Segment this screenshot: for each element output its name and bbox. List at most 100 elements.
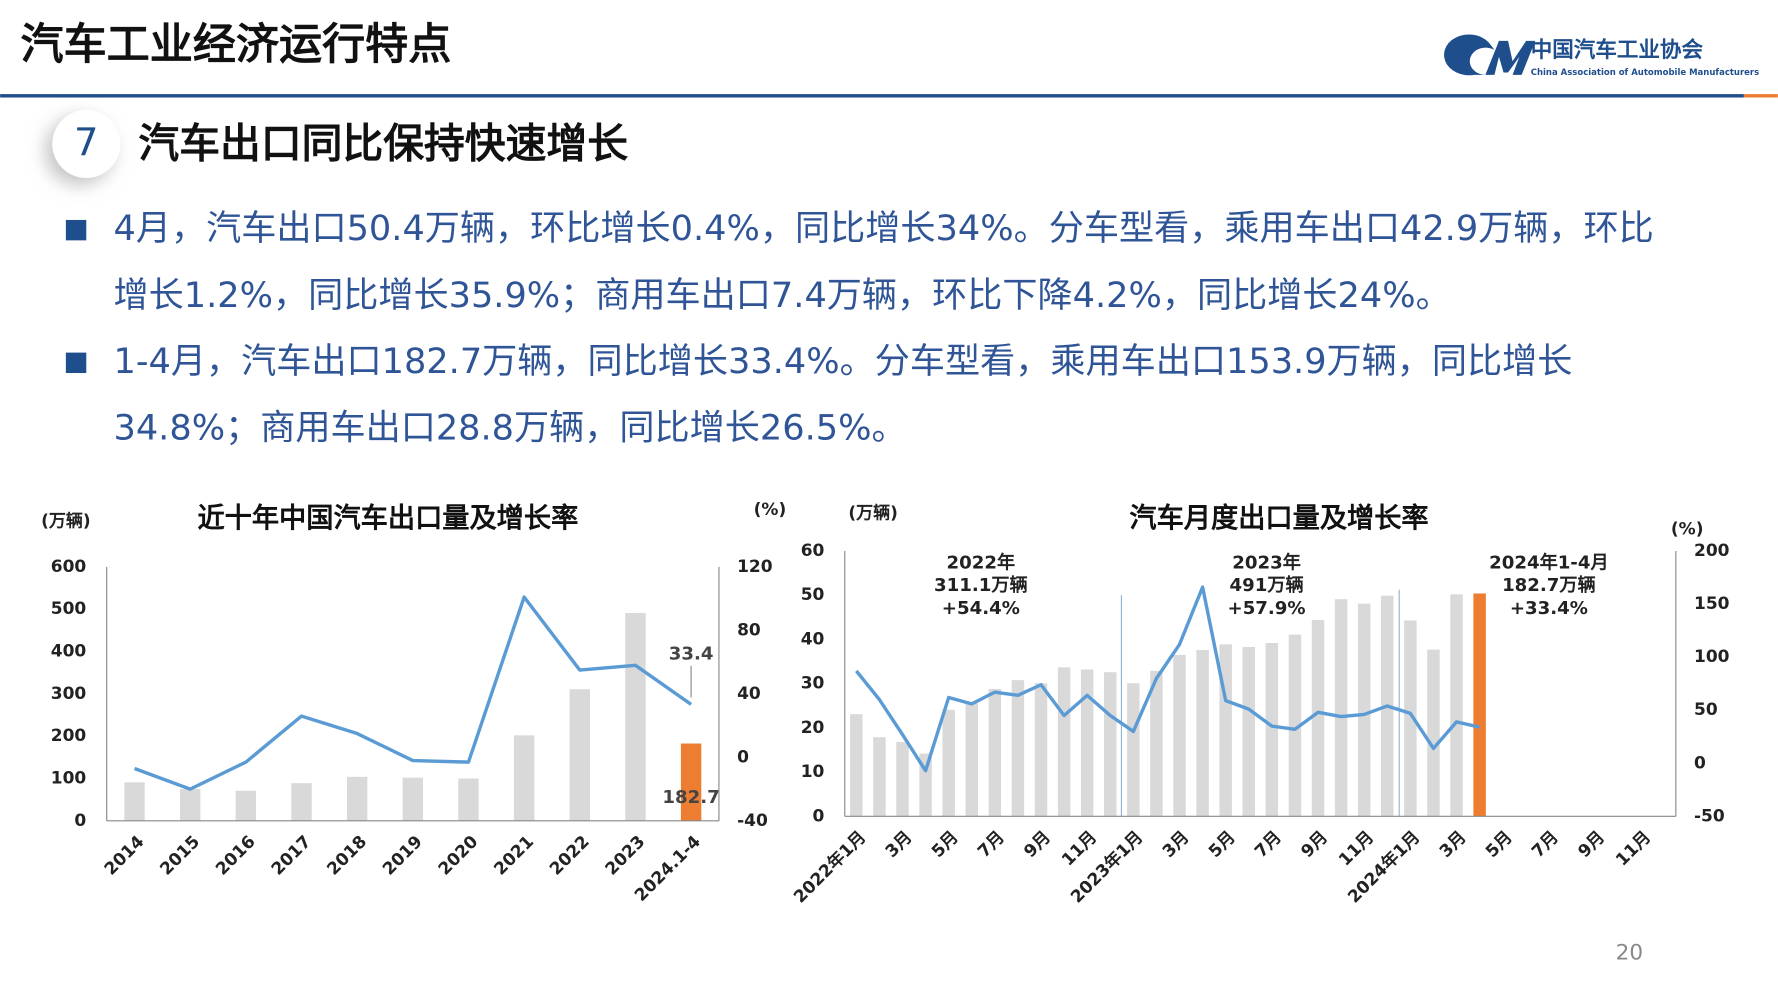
y2-tick-label: 0 — [1694, 753, 1706, 773]
x-tick-label: 3月 — [1436, 827, 1471, 862]
bar — [458, 778, 479, 821]
y2-tick-label: 100 — [1694, 647, 1730, 667]
bar — [1080, 669, 1094, 817]
bar — [873, 737, 886, 817]
bar — [1104, 672, 1117, 817]
logo-en: China Association of Automobile Manufact… — [1531, 68, 1759, 78]
x-tick-label: 3月 — [1159, 827, 1194, 862]
bullet-marker — [65, 219, 87, 241]
annotation: +57.9% — [1228, 598, 1306, 619]
x-tick-label: 2016 — [212, 832, 260, 880]
bar — [1265, 642, 1279, 817]
chart-title: 近十年中国汽车出口量及增长率 — [197, 502, 578, 534]
x-tick-label: 2023 — [602, 832, 650, 880]
y-tick-label: 100 — [51, 769, 87, 789]
bar — [1311, 620, 1325, 817]
x-tick-label: 9月 — [1297, 827, 1332, 862]
y2-tick-label: 50 — [1694, 700, 1718, 720]
x-tick-label: 9月 — [1574, 827, 1609, 862]
bar — [1357, 603, 1371, 817]
annotation: 2022年 — [947, 551, 1016, 573]
bullets: 4月，汽车出口50.4万辆，环比增长0.4%，同比增长34%。分车型看，乘用车出… — [65, 208, 1654, 449]
annotation: 2023年 — [1232, 551, 1301, 573]
y-tick-label: 50 — [801, 585, 825, 605]
x-tick-label: 2018 — [323, 832, 371, 880]
header-rule-accent — [1743, 94, 1778, 98]
x-tick-label: 11月 — [1335, 827, 1378, 870]
x-tick-label: 5月 — [928, 827, 963, 862]
bar — [1173, 654, 1186, 817]
y2-unit: (%) — [754, 500, 787, 520]
y2-tick-label: -50 — [1694, 806, 1725, 826]
section-badge — [52, 109, 121, 179]
annotation: 491万辆 — [1230, 574, 1304, 596]
y2-tick-label: 200 — [1694, 541, 1730, 561]
bar — [680, 743, 702, 821]
bar — [1127, 683, 1140, 817]
y-tick-label: 10 — [801, 762, 825, 782]
y-tick-label: 600 — [51, 557, 87, 577]
y-tick-label: 40 — [801, 629, 825, 649]
x-tick-label: 9月 — [1020, 827, 1055, 862]
y2-tick-label: 150 — [1694, 594, 1730, 614]
y-tick-label: 60 — [801, 541, 825, 561]
section-number: 7 — [74, 121, 99, 166]
bar — [1450, 594, 1463, 817]
bullet-text: 34.8%；商用车出口28.8万辆，同比增长26.5%。 — [113, 408, 906, 449]
bar — [569, 689, 590, 821]
bar — [1219, 644, 1232, 817]
x-tick-label: 7月 — [974, 827, 1009, 862]
value-label: 182.7 — [662, 787, 719, 808]
bar — [988, 688, 1002, 817]
bar — [346, 776, 368, 821]
x-tick-label: 2015 — [156, 832, 204, 880]
y-tick-label: 20 — [801, 718, 825, 738]
bar — [1404, 620, 1417, 817]
x-tick-label: 2022 — [546, 832, 594, 880]
annotation: +33.4% — [1510, 598, 1588, 619]
bar — [179, 789, 201, 821]
y2-tick-label: 0 — [737, 747, 749, 767]
y-tick-label: 200 — [51, 726, 87, 746]
logo-mark — [1444, 34, 1495, 76]
x-tick-label: 2021 — [490, 832, 538, 880]
x-tick-label: 11月 — [1612, 827, 1655, 870]
annotation: 2024年1-4月 — [1489, 551, 1608, 573]
x-tick-label: 3月 — [882, 827, 917, 862]
bar — [1427, 649, 1440, 817]
bar — [919, 753, 932, 817]
bar — [1334, 599, 1348, 817]
bar — [1011, 680, 1025, 817]
bar — [513, 735, 535, 821]
y-tick-label: 300 — [51, 684, 87, 704]
logo: 中国汽车工业协会 China Association of Automobile… — [1444, 34, 1759, 78]
bar — [1034, 683, 1048, 817]
bar — [942, 709, 955, 817]
bullet-marker — [65, 352, 87, 374]
line — [855, 585, 1481, 773]
bar — [965, 703, 978, 817]
y-tick-label: 0 — [74, 811, 86, 831]
chart-title: 汽车月度出口量及增长率 — [1129, 502, 1428, 534]
bar — [1473, 593, 1486, 817]
header-title: 汽车工业经济运行特点 — [21, 20, 452, 70]
bar — [625, 613, 646, 821]
section-title: 汽车出口同比保持快速增长 — [138, 119, 628, 167]
bullet-text: 增长1.2%，同比增长35.9%；商用车出口7.4万辆，环比下降4.2%，同比增… — [113, 275, 1450, 316]
bar — [850, 714, 863, 817]
annotation: 311.1万辆 — [934, 574, 1028, 596]
bullet-text: 1-4月，汽车出口182.7万辆，同比增长33.4%。分车型看，乘用车出口153… — [113, 341, 1572, 382]
bar — [1242, 646, 1256, 817]
header-rule — [0, 94, 1744, 98]
x-tick-label: 5月 — [1205, 827, 1240, 862]
y2-tick-label: -40 — [737, 811, 768, 831]
bar — [1057, 667, 1071, 817]
x-tick-label: 2017 — [268, 832, 316, 880]
x-tick-label: 5月 — [1482, 827, 1517, 862]
y-unit: (万辆) — [848, 503, 898, 524]
page-number: 20 — [1616, 941, 1643, 966]
logo-mark — [1485, 40, 1536, 75]
y2-tick-label: 120 — [737, 557, 773, 577]
